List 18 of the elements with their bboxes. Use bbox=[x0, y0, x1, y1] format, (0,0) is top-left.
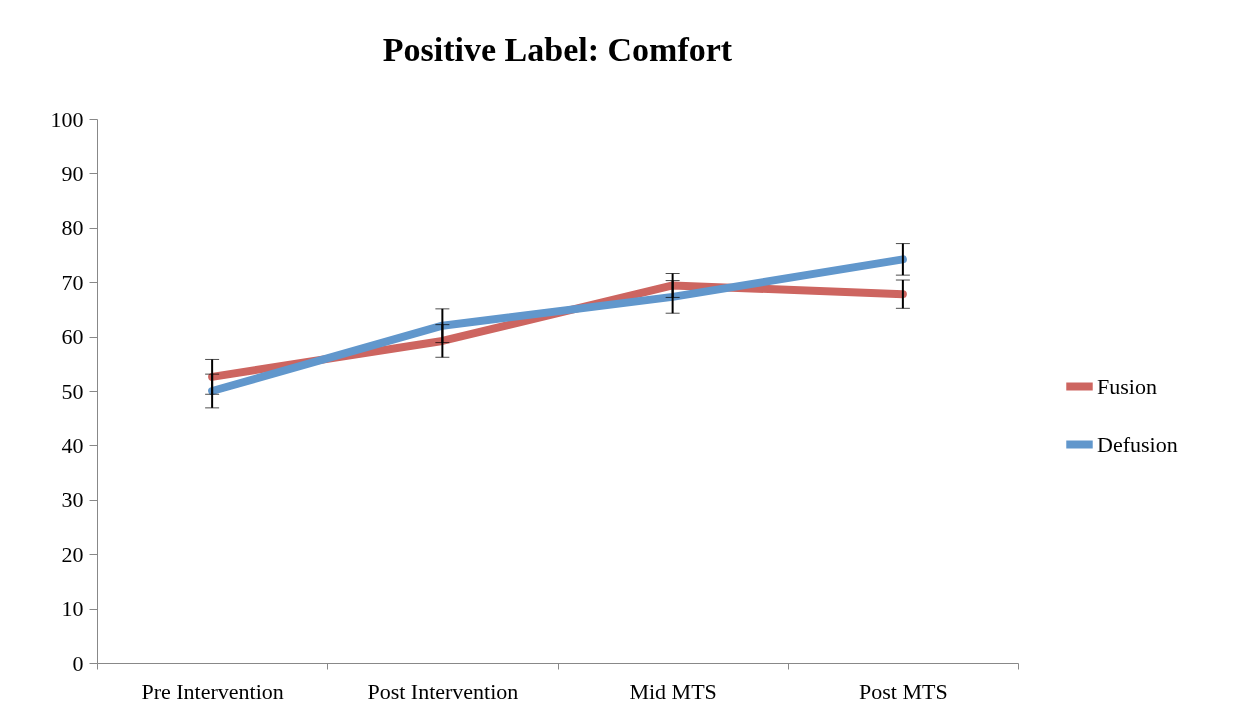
chart-title: Positive Label: Comfort bbox=[382, 31, 733, 68]
y-tick-label: 80 bbox=[61, 215, 84, 241]
x-tick-label: Pre Intervention bbox=[141, 678, 284, 704]
y-tick-label: 40 bbox=[61, 432, 84, 458]
x-tick-label: Mid MTS bbox=[629, 678, 717, 704]
y-tick-label: 70 bbox=[61, 269, 84, 295]
y-tick-label: 10 bbox=[61, 596, 84, 622]
x-tick-label: Post Intervention bbox=[367, 678, 519, 704]
y-tick-label: 100 bbox=[50, 106, 84, 132]
y-tick-label: 90 bbox=[61, 160, 84, 186]
y-tick-label: 60 bbox=[61, 324, 84, 350]
y-tick-label: 20 bbox=[61, 541, 84, 567]
y-tick-label: 30 bbox=[61, 487, 84, 513]
y-tick-label: 50 bbox=[61, 378, 84, 404]
legend-label: Defusion bbox=[1097, 431, 1178, 457]
legend-label: Fusion bbox=[1097, 373, 1157, 399]
x-tick-label: Post MTS bbox=[859, 678, 948, 704]
y-tick-label: 0 bbox=[72, 650, 84, 676]
